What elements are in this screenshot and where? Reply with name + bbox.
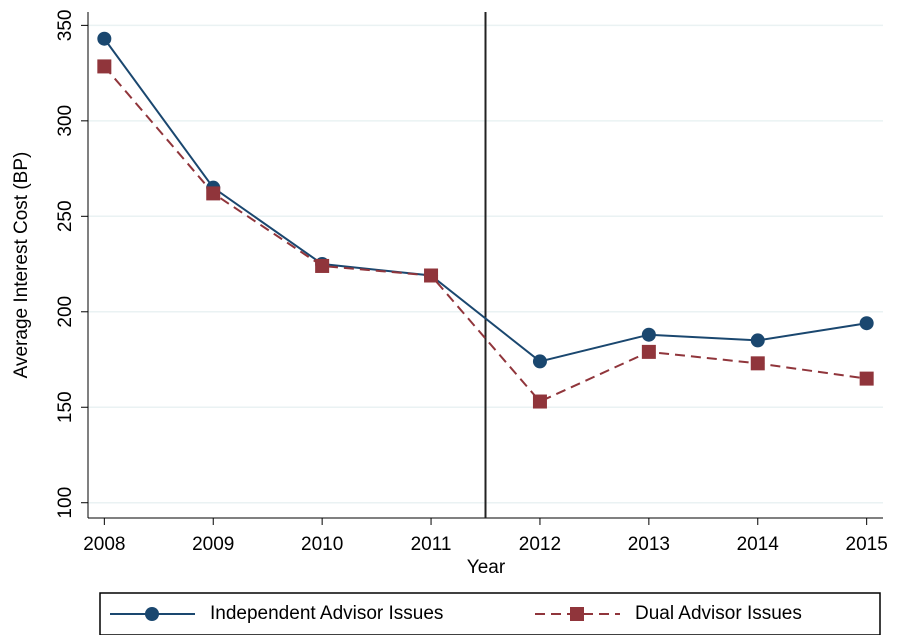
series-line (103, 38, 867, 363)
x-tick-label: 2013 (628, 534, 670, 555)
legend-label: Independent Advisor Issues (210, 603, 443, 624)
data-point (532, 354, 547, 369)
legend-box (99, 592, 881, 635)
data-point (97, 31, 112, 46)
data-point (859, 371, 874, 386)
legend-marker (145, 607, 159, 621)
data-point (532, 394, 547, 409)
y-tick-label: 150 (55, 391, 76, 423)
data-point (424, 268, 439, 283)
y-tick-label: 200 (55, 296, 76, 328)
y-tick-label: 250 (55, 200, 76, 232)
data-point (315, 258, 330, 273)
y-axis-title: Average Interest Cost (BP) (11, 152, 32, 379)
y-tick-label: 350 (55, 10, 76, 42)
x-axis-title: Year (467, 557, 506, 578)
x-tick-label: 2008 (83, 534, 125, 555)
x-tick-label: 2011 (411, 534, 452, 555)
data-point (750, 356, 765, 371)
x-tick-label: 2010 (301, 534, 343, 555)
data-point (641, 327, 656, 342)
data-point (750, 333, 765, 348)
x-tick-label: 2009 (192, 534, 234, 555)
data-point (206, 186, 221, 201)
x-tick-label: 2015 (846, 534, 888, 555)
series-line (103, 65, 867, 403)
data-point (859, 316, 874, 331)
y-tick-label: 300 (55, 105, 76, 137)
data-point (641, 344, 656, 359)
legend-marker (570, 607, 584, 621)
legend-label: Dual Advisor Issues (635, 603, 802, 624)
x-tick-label: 2012 (519, 534, 561, 555)
data-point (97, 59, 112, 74)
y-tick-label: 100 (55, 487, 76, 519)
x-tick-label: 2014 (737, 534, 780, 555)
